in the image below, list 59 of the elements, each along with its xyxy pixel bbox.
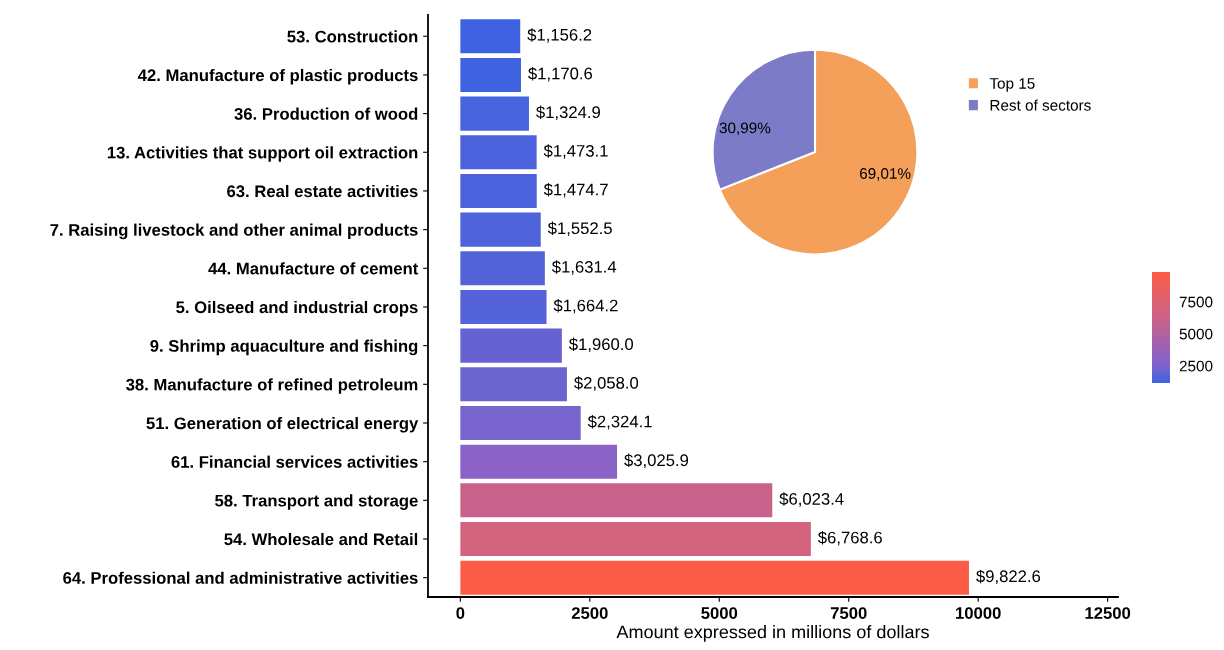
y-tick-label: 9. Shrimp aquaculture and fishing <box>150 339 418 356</box>
x-tick-label: 5000 <box>701 607 738 619</box>
legend-label: Rest of sectors <box>990 99 1091 111</box>
data-label: $6,768.6 <box>817 530 882 546</box>
bar <box>460 289 547 324</box>
bar <box>460 521 811 557</box>
y-tick-label: 38. Manufacture of refined petroleum <box>126 378 418 394</box>
y-tick-label: 54. Wholesale and Retail <box>224 532 418 546</box>
data-label: $9,822.6 <box>976 569 1041 585</box>
data-label: $1,552.5 <box>547 221 612 237</box>
bar <box>460 57 521 92</box>
color-bar-label: 2500 <box>1179 360 1213 372</box>
y-tick-label: 53. Construction <box>287 30 418 43</box>
bar <box>460 367 567 402</box>
data-label: $2,324.1 <box>587 414 652 430</box>
data-label: $6,023.4 <box>779 492 844 507</box>
x-axis-title: Amount expressed in millions of dollars <box>616 625 929 642</box>
legend-label: Top 15 <box>989 78 1035 92</box>
data-label: $1,664.2 <box>553 298 618 314</box>
x-tick-label: 2500 <box>571 607 608 619</box>
y-tick-label: 44. Manufacture of cement <box>208 262 419 275</box>
data-label: $1,960.0 <box>568 337 634 353</box>
y-tick-label: 5. Oilseed and industrial crops <box>176 300 418 317</box>
x-tick-label: 7500 <box>830 607 867 619</box>
bar <box>460 444 618 479</box>
x-tick-label: 12500 <box>1085 607 1131 619</box>
data-label: $1,156.2 <box>527 28 592 43</box>
bar <box>460 483 773 518</box>
bar <box>460 560 969 595</box>
y-tick-label: 51. Generation of electrical energy <box>146 416 419 433</box>
bar <box>460 19 521 54</box>
data-label: $3,025.9 <box>624 453 689 469</box>
color-bar-label: 7500 <box>1179 296 1213 308</box>
y-tick-label: 42. Manufacture of plastic products <box>137 68 418 85</box>
y-tick-label: 61. Financial services activities <box>171 455 418 468</box>
data-label: 69,01% <box>859 168 911 181</box>
data-label: 30,99% <box>719 122 771 136</box>
y-tick-label: 63. Real estate activities <box>227 184 418 198</box>
x-tick-label: 0 <box>456 607 465 619</box>
data-label: $1,170.6 <box>528 66 593 82</box>
y-tick-label: 58. Transport and storage <box>215 494 418 510</box>
data-label: $2,058.0 <box>574 376 639 391</box>
bar <box>460 173 537 208</box>
data-label: $1,473.1 <box>543 144 608 159</box>
y-tick-label: 13. Activities that support oil extraction <box>107 146 418 162</box>
bar <box>460 405 581 440</box>
color-bar-label: 5000 <box>1179 328 1213 340</box>
bar <box>460 328 562 363</box>
data-label: $1,324.9 <box>536 105 600 121</box>
bar <box>460 135 537 170</box>
bar <box>460 212 541 247</box>
data-label: $1,474.7 <box>543 182 608 198</box>
data-label: $1,631.4 <box>551 260 617 275</box>
y-tick-label: 7. Raising livestock and other animal products <box>50 223 418 240</box>
bar <box>460 251 545 286</box>
x-tick-label: 10000 <box>956 607 1001 619</box>
y-tick-label: 64. Professional and administrative activities <box>63 571 418 584</box>
y-tick-label: 36. Production of wood <box>234 107 418 120</box>
bar <box>460 96 529 131</box>
